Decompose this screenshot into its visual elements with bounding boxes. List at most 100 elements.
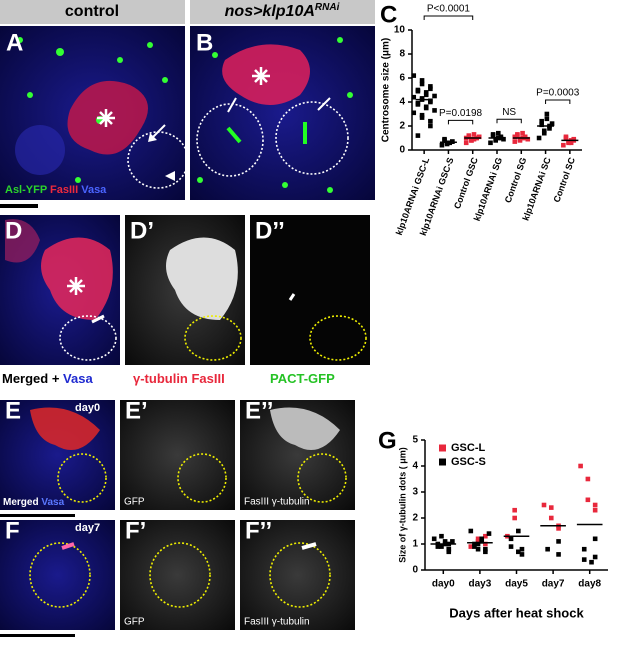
- panel-letter: D’: [130, 217, 154, 244]
- scale-bar: [0, 634, 75, 637]
- label-piece: FasIII: [50, 184, 81, 196]
- data-point: [498, 134, 504, 140]
- data-point: [541, 502, 547, 508]
- data-point: [548, 515, 554, 521]
- data-point: [423, 92, 429, 98]
- data-point: [442, 136, 447, 142]
- panel-letter: D’’: [255, 217, 285, 244]
- panel-letter: E: [5, 397, 21, 424]
- data-point: [468, 544, 474, 549]
- data-point: [415, 133, 421, 138]
- comparison-label: P<0.0001: [427, 4, 471, 15]
- data-point: [519, 546, 525, 552]
- micrograph: [240, 520, 355, 630]
- data-point: [556, 552, 561, 557]
- y-tick-label: 0: [412, 565, 418, 576]
- asterisk: [252, 67, 270, 85]
- data-point: [589, 559, 594, 565]
- cell-outline: [57, 453, 107, 503]
- data-point: [483, 533, 488, 539]
- data-point: [541, 128, 547, 134]
- centrosome: [91, 314, 105, 324]
- data-point: [466, 133, 472, 138]
- bracket: [447, 119, 474, 125]
- data-point: [419, 115, 425, 120]
- cell-outline: [59, 315, 117, 361]
- data-point: [446, 549, 452, 555]
- spot: [197, 177, 203, 183]
- data-point: [483, 541, 488, 547]
- tissue: [5, 219, 40, 263]
- data-point: [536, 135, 542, 141]
- data-point: [545, 546, 550, 552]
- legend-label: GSC-L: [451, 442, 486, 454]
- header-bg: [190, 0, 375, 24]
- legend-swatch: [439, 458, 446, 466]
- cell-outline: [309, 315, 367, 361]
- spot: [56, 48, 64, 56]
- data-point: [483, 549, 488, 555]
- data-point: [475, 541, 481, 547]
- x-tick-label: day8: [578, 579, 601, 590]
- data-point: [541, 130, 547, 136]
- data-point: [592, 502, 598, 508]
- data-point: [483, 546, 488, 552]
- header: nos>klp10ARNAi: [225, 2, 340, 21]
- spot: [17, 37, 23, 43]
- micrograph: [120, 400, 235, 510]
- data-point: [463, 140, 469, 146]
- data-point: [581, 557, 587, 562]
- panel-letter: E’: [125, 397, 148, 424]
- data-point: [428, 123, 433, 129]
- data-point: [571, 136, 577, 142]
- label-piece: Vasa: [41, 497, 64, 508]
- data-point: [501, 136, 506, 142]
- y-tick-label: 4: [399, 97, 405, 108]
- label-piece: PACT-GFP: [270, 371, 335, 386]
- y-tick-label: 10: [394, 25, 406, 36]
- data-point: [435, 544, 441, 549]
- data-point: [439, 533, 444, 539]
- data-point: [428, 84, 433, 89]
- data-point: [563, 134, 569, 140]
- asterisk: [97, 109, 115, 127]
- panel-e: E day0 Merged Vasa E’ GFP E’’ FasIII γ-t…: [0, 397, 355, 517]
- stain-legend: Asl-YFP FasIII Vasa: [5, 184, 107, 196]
- panel-letter: C: [380, 1, 397, 28]
- y-tick-label: 2: [412, 513, 418, 524]
- spot: [212, 52, 218, 58]
- micrograph: [0, 520, 115, 630]
- data-point: [512, 134, 518, 140]
- data-point: [512, 515, 517, 521]
- data-point: [450, 539, 455, 544]
- stain-label: GFP: [124, 497, 145, 508]
- cell-outline: [196, 103, 264, 177]
- data-point: [439, 544, 444, 549]
- data-point: [475, 546, 481, 552]
- day-label: day7: [75, 522, 100, 534]
- data-point: [519, 552, 525, 557]
- label-piece: Merged +: [2, 371, 63, 386]
- bracket: [423, 15, 474, 20]
- panel-b: nos>klp10ARNAi B: [190, 0, 375, 200]
- micrograph: [120, 520, 235, 630]
- y-axis-title: Size of γ-tubulin dots ( μm): [397, 447, 407, 563]
- y-tick-label: 8: [399, 49, 405, 60]
- data-point: [547, 126, 552, 131]
- data-point: [419, 81, 425, 87]
- data-point: [479, 536, 485, 542]
- data-point: [472, 544, 477, 549]
- x-tick-label: day0: [432, 579, 455, 590]
- data-point: [488, 140, 493, 146]
- x-tick-label: day7: [542, 579, 565, 590]
- centrosome: [301, 542, 317, 550]
- panel-letter: E’’: [245, 397, 273, 424]
- label-piece: Vasa: [63, 371, 93, 386]
- spot: [347, 92, 353, 98]
- data-point: [566, 139, 571, 144]
- data-point: [411, 94, 417, 100]
- data-point: [486, 531, 492, 536]
- cell-outline: [184, 315, 242, 361]
- data-point: [515, 132, 520, 137]
